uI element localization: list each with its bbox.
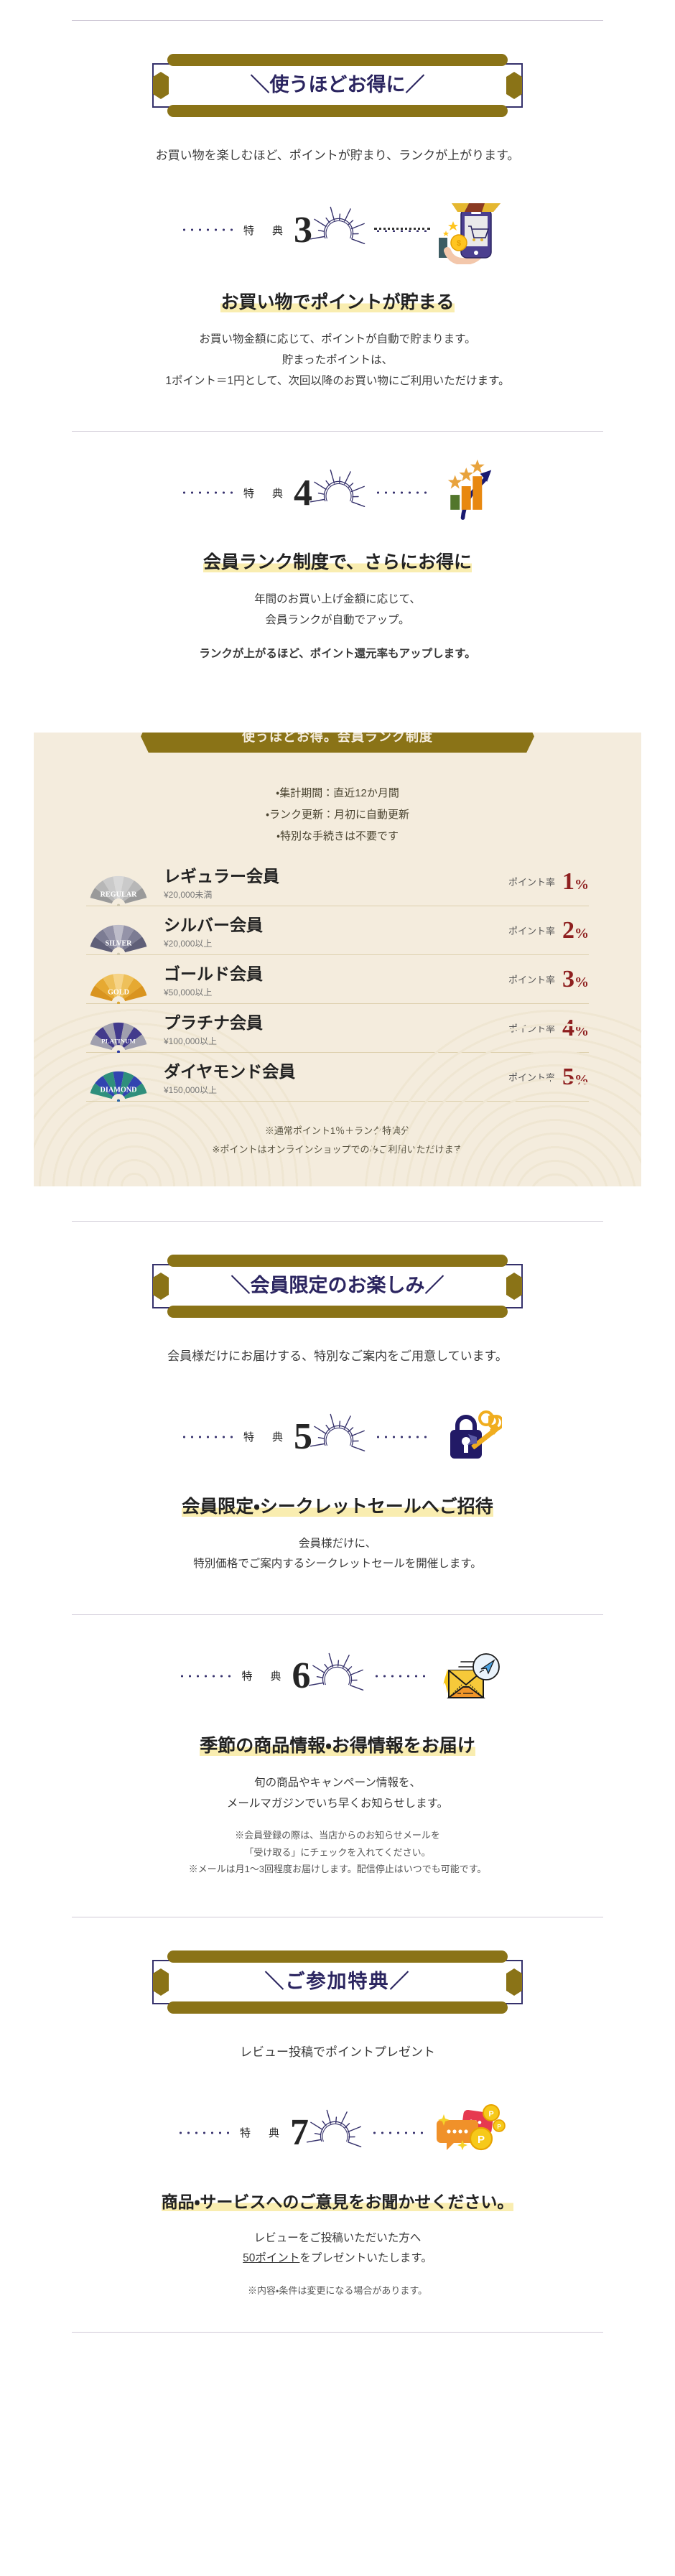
svg-text:P: P — [478, 2134, 485, 2146]
svg-text:P: P — [497, 2124, 501, 2130]
svg-text:PLATINUM: PLATINUM — [101, 1037, 136, 1044]
svg-text:SILVER: SILVER — [106, 939, 133, 947]
svg-text:＼使うほどお得に／: ＼使うほどお得に／ — [251, 74, 425, 96]
svg-text:REGULAR: REGULAR — [101, 891, 138, 898]
svg-text:＼会員限定のお楽しみ／: ＼会員限定のお楽しみ／ — [231, 1275, 444, 1296]
svg-text:$: $ — [457, 239, 461, 248]
svg-text:＼ご参加特典／: ＼ご参加特典／ — [265, 1970, 411, 1992]
svg-text:P: P — [488, 2110, 493, 2119]
svg-text:GOLD: GOLD — [108, 988, 129, 996]
svg-text:DIAMOND: DIAMOND — [101, 1086, 137, 1094]
